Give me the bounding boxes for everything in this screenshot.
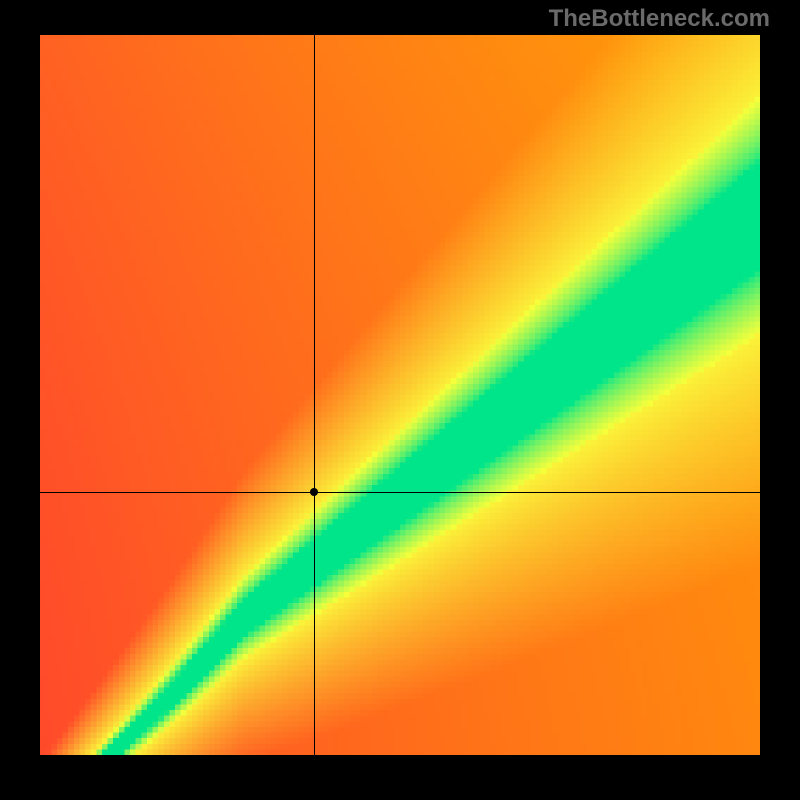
crosshair-vertical bbox=[314, 35, 315, 755]
heatmap-canvas bbox=[40, 35, 760, 755]
chart-container: TheBottleneck.com bbox=[0, 0, 800, 800]
marker-dot bbox=[310, 488, 318, 496]
watermark-text: TheBottleneck.com bbox=[549, 5, 770, 33]
plot-area bbox=[40, 35, 760, 755]
crosshair-horizontal bbox=[40, 492, 760, 493]
